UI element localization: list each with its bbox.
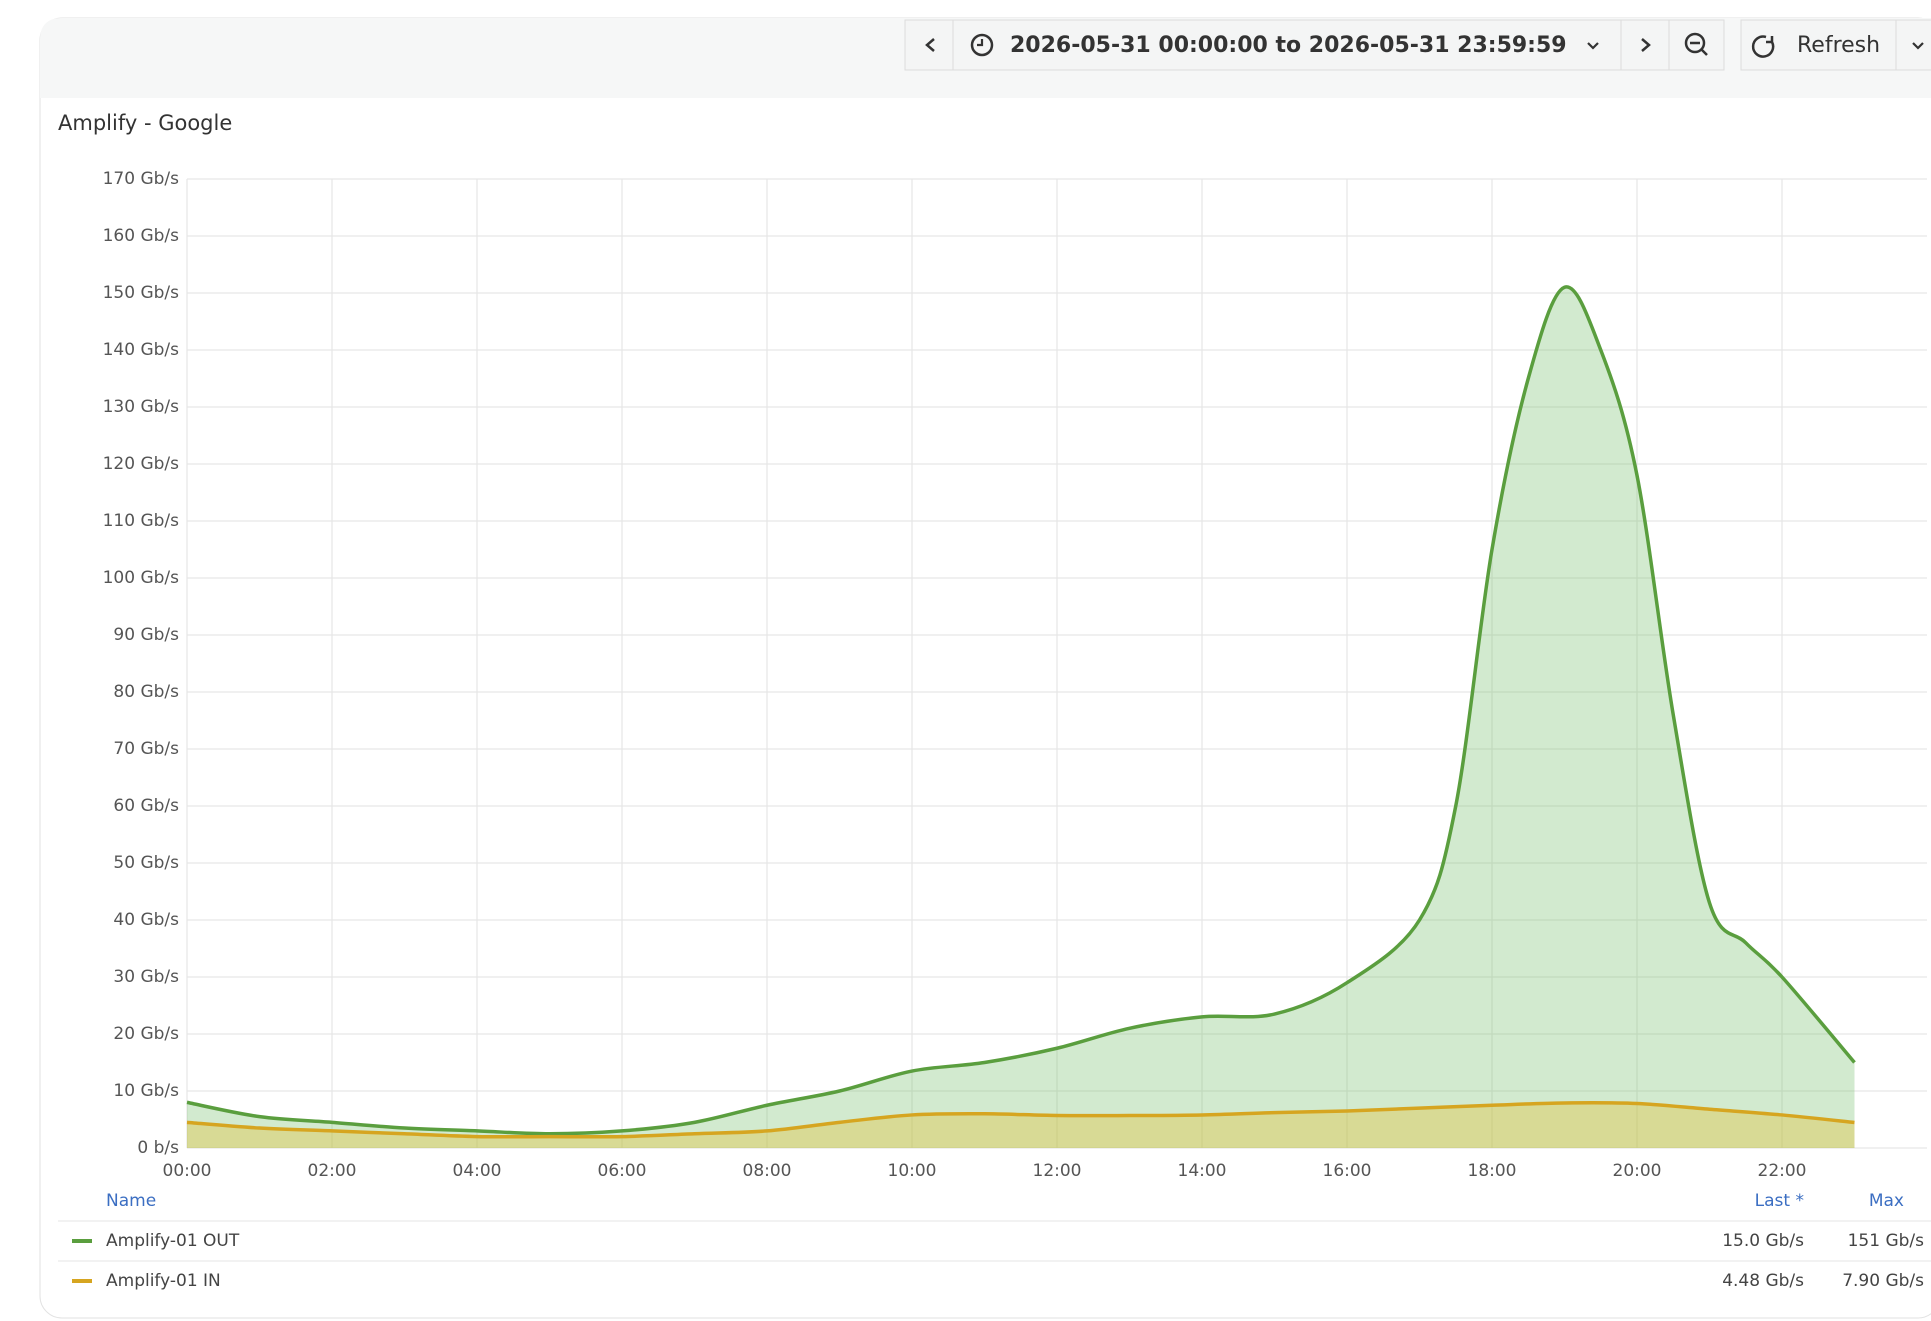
clock-icon — [970, 33, 994, 57]
legend-header-last: Last * — [1755, 1191, 1804, 1211]
legend-name: Amplify-01 OUT — [106, 1231, 240, 1251]
series-line — [186, 1100, 1855, 1139]
area-fill — [187, 286, 1855, 1148]
legend-last: 4.48 Gb/s — [1722, 1271, 1804, 1291]
legend-max: 7.90 Gb/s — [1842, 1271, 1924, 1291]
zoom-icon — [1684, 32, 1706, 54]
x-tick-label: 00:00 — [163, 1161, 212, 1181]
x-tick-label: 12:00 — [1033, 1161, 1082, 1181]
y-tick-label: 150 Gb/s — [103, 283, 180, 303]
x-tick-label: 04:00 — [453, 1161, 502, 1181]
y-tick-label: 60 Gb/s — [113, 796, 179, 816]
refresh-label: Refresh — [1797, 33, 1880, 58]
refresh-button[interactable] — [1740, 19, 1897, 71]
y-tick-label: 110 Gb/s — [103, 511, 180, 531]
plot: 0 b/s 10 Gb/s 20 Gb/s 30 Gb/s 40 Gb/s 50 Gb/s… — [103, 169, 1927, 1181]
zoom-out-button[interactable] — [1668, 19, 1725, 71]
x-tick-label: 16:00 — [1323, 1161, 1372, 1181]
x-tick-label: 08:00 — [743, 1161, 792, 1181]
dropdown-icon — [1587, 42, 1599, 50]
y-tick-label: 30 Gb/s — [113, 967, 179, 987]
y-tick-label: 40 Gb/s — [113, 910, 179, 930]
next-icon — [1641, 38, 1651, 52]
area-fill — [187, 1102, 1855, 1148]
y-tick-label: 130 Gb/s — [103, 397, 180, 417]
y-tick-label: 100 Gb/s — [103, 568, 180, 588]
prev-button[interactable] — [904, 19, 954, 71]
clock-hands — [977, 39, 984, 47]
chart-title: Amplify - Google — [58, 111, 232, 135]
x-tick-label: 18:00 — [1468, 1161, 1517, 1181]
prev-icon — [925, 38, 935, 52]
refresh-icon — [1751, 35, 1775, 58]
y-tick-label: 90 Gb/s — [113, 625, 179, 645]
x-tick-label: 06:00 — [598, 1161, 647, 1181]
legend-name: Amplify-01 IN — [106, 1271, 221, 1291]
y-tick-label: 20 Gb/s — [113, 1024, 179, 1044]
y-tick-label: 50 Gb/s — [113, 853, 179, 873]
y-tick-label: 120 Gb/s — [103, 454, 180, 474]
x-tick-label: 22:00 — [1758, 1161, 1807, 1181]
legend-header-name: Name — [106, 1191, 156, 1211]
legend-header-max: Max — [1869, 1191, 1904, 1211]
time-picker[interactable] — [952, 19, 1622, 71]
x-tick-label: 02:00 — [308, 1161, 357, 1181]
y-tick-label: 10 Gb/s — [113, 1081, 179, 1101]
legend-max: 151 Gb/s — [1848, 1231, 1925, 1251]
zoom-icon-detail — [1690, 41, 1708, 56]
time-range: 2026-05-31 00:00:00 to 2026-05-31 23:59:… — [1010, 33, 1567, 58]
x-tick-label: 10:00 — [888, 1161, 937, 1181]
series-line — [186, 285, 1856, 1136]
y-tick-label: 80 Gb/s — [113, 682, 179, 702]
x-tick-label: 20:00 — [1613, 1161, 1662, 1181]
y-tick-label: 170 Gb/s — [103, 169, 180, 189]
x-tick-label: 14:00 — [1178, 1161, 1227, 1181]
legend-last: 15.0 Gb/s — [1722, 1231, 1804, 1251]
y-tick-label: 70 Gb/s — [113, 739, 179, 759]
y-tick-label: 160 Gb/s — [103, 226, 180, 246]
next-button[interactable] — [1620, 19, 1670, 71]
y-tick-label: 0 b/s — [137, 1138, 179, 1158]
y-tick-label: 140 Gb/s — [103, 340, 180, 360]
interval-icon — [1912, 42, 1924, 50]
